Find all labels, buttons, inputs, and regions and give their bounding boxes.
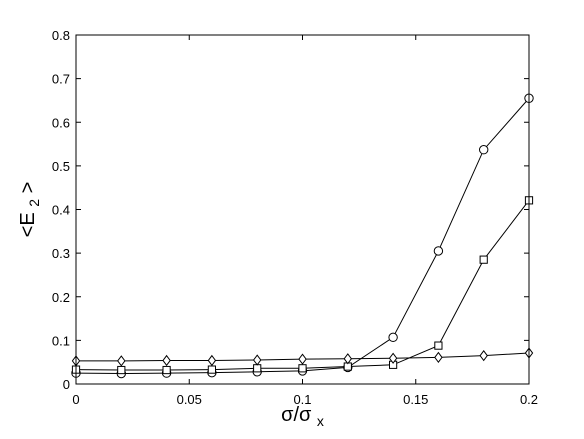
y-tick-label: 0.3 (52, 246, 70, 261)
y-axis-label-subscript: 2 (26, 199, 42, 207)
plot-frame (75, 34, 530, 385)
axis-ticks: 0 0.05 0.1 0.15 0.2 0 0.1 0.2 0.3 0.4 0.5 0.6 0.7 0.8 (52, 28, 538, 407)
diamond-marker (252, 354, 262, 366)
diamond-marker (343, 353, 353, 365)
diamond-marker (388, 352, 398, 364)
square-marker (207, 365, 217, 374)
diamond-marker (207, 354, 217, 367)
y-tick-label: 0 (63, 377, 70, 392)
x-tick-label: 0 (72, 392, 79, 407)
y-tick-label: 0.5 (52, 159, 70, 174)
square-marker (117, 365, 126, 375)
y-tick-label: 0.4 (52, 203, 70, 218)
x-axis-label: σ/σ x (281, 404, 324, 429)
square-marker (253, 364, 262, 373)
diamond-marker (298, 353, 307, 365)
y-axis-label-post: > (17, 182, 39, 194)
y-tick-label: 0.2 (52, 290, 70, 305)
x-tick-label: 0.05 (177, 392, 202, 407)
y-tick-label: 0.7 (52, 72, 70, 87)
series-circle (71, 93, 534, 379)
diamond-marker (162, 354, 171, 367)
y-tick-label: 0.1 (52, 333, 70, 348)
x-axis-label-subscript: x (317, 413, 324, 429)
square-marker (434, 341, 443, 350)
diamond-marker (479, 350, 488, 362)
circle-marker (433, 246, 444, 256)
y-tick-label: 0.6 (52, 115, 70, 130)
square-marker (162, 365, 171, 375)
x-axis-label-base: σ/σ (281, 404, 312, 426)
chart-marks (71, 93, 534, 379)
y-axis-label-pre: <E (17, 212, 39, 237)
square-marker (479, 255, 488, 264)
series-square (71, 196, 534, 375)
y-axis-label: <E 2 > (17, 182, 44, 238)
x-tick-label: 0.2 (520, 392, 538, 407)
square-marker (298, 364, 307, 373)
y-tick-label: 0.8 (52, 28, 70, 43)
series-line-square (75, 200, 530, 371)
diamond-marker (434, 351, 443, 364)
circle-marker (479, 145, 489, 155)
circle-marker (388, 332, 398, 343)
x-tick-label: 0.15 (403, 392, 428, 407)
series-line-circle (75, 97, 530, 375)
x-tick-label: 0.1 (293, 392, 311, 407)
diamond-marker (117, 355, 126, 367)
series-diamond (71, 347, 534, 367)
